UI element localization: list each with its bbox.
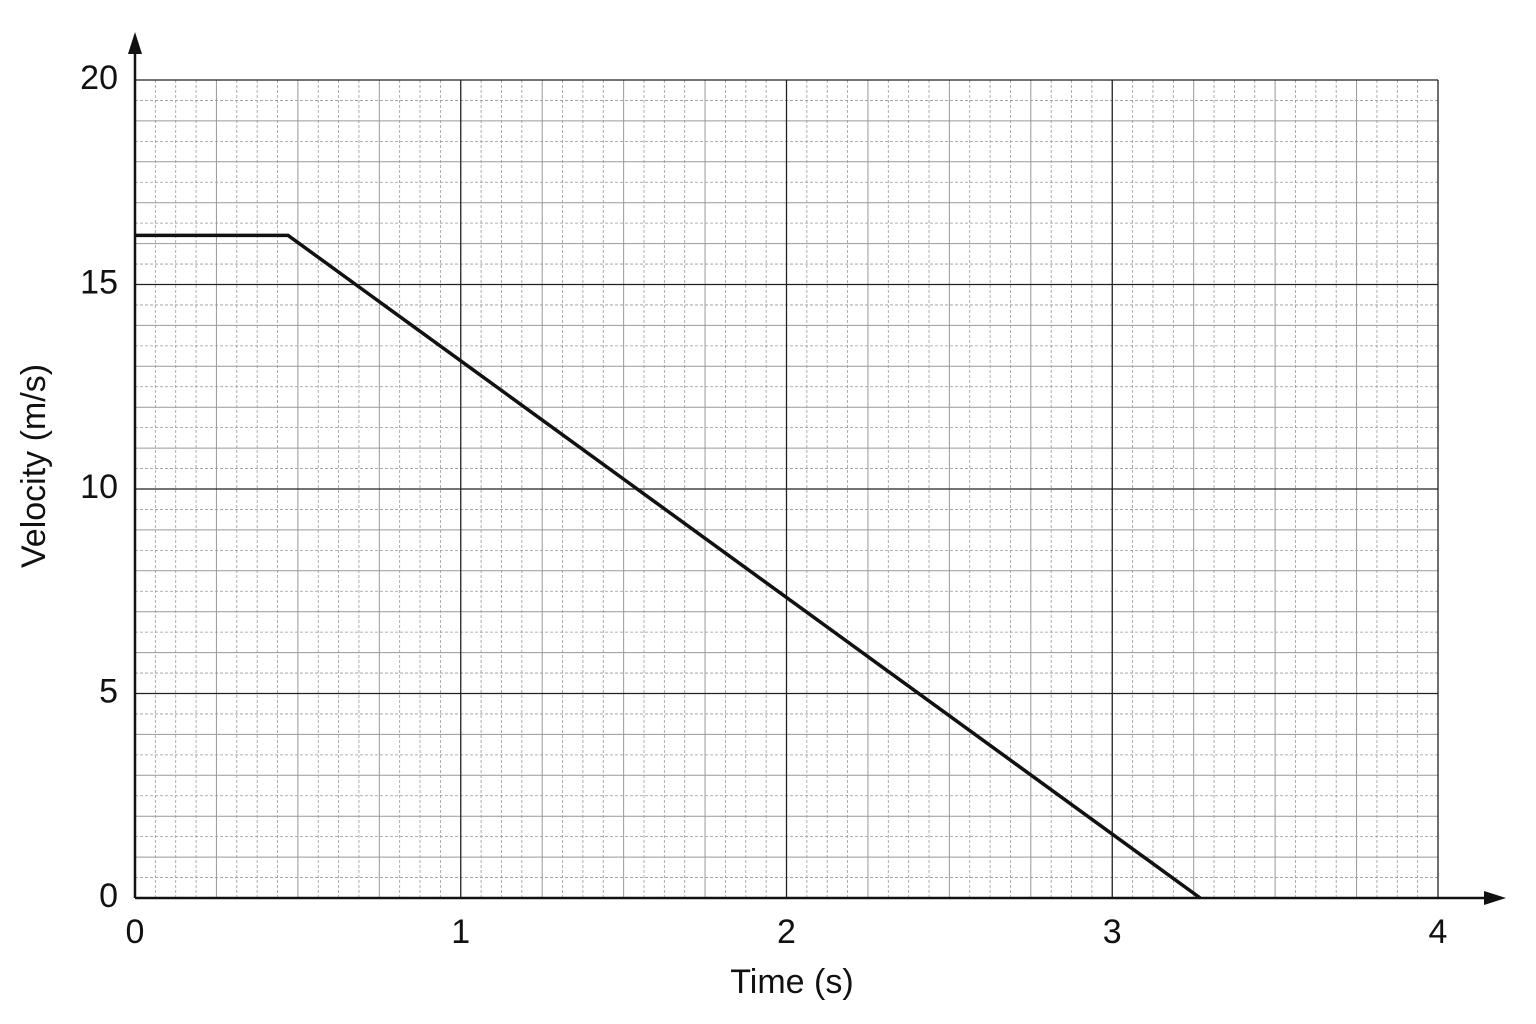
grid (134, 79, 1439, 899)
x-tick-label: 2 (777, 913, 796, 951)
y-tick-label: 15 (80, 263, 118, 301)
x-axis-label: Time (s) (730, 963, 853, 1001)
x-tick-label: 1 (451, 913, 470, 951)
x-tick-label: 0 (126, 913, 145, 951)
y-tick-label: 0 (99, 877, 118, 915)
y-tick-label: 20 (80, 59, 118, 97)
y-axis-arrow (128, 32, 142, 54)
x-tick-label: 4 (1429, 913, 1448, 951)
data-line (135, 233, 1202, 900)
x-axis-arrow (1484, 891, 1506, 905)
y-tick-label: 5 (99, 672, 118, 710)
y-axis-label: Velocity (m/s) (15, 364, 53, 568)
x-tick-label: 3 (1103, 913, 1122, 951)
y-tick-label: 10 (80, 468, 118, 506)
